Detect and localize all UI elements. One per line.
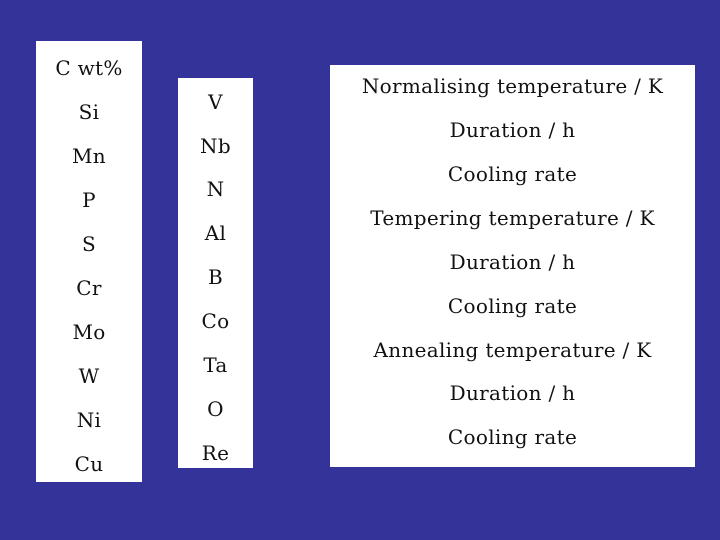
composition-inputs-panel-1: C wt% Si Mn P S Cr Mo W Ni Cu — [36, 41, 142, 482]
annealing-temperature-label: Annealing temperature / K — [373, 338, 652, 362]
input-variable-c-wt-percent: C wt% — [55, 56, 123, 80]
tempering-temperature-label: Tempering temperature / K — [370, 206, 655, 230]
input-variable-n: N — [206, 177, 225, 201]
input-variable-ta: Ta — [203, 353, 228, 377]
normalising-duration-label: Duration / h — [449, 118, 576, 142]
annealing-duration-label: Duration / h — [449, 381, 576, 405]
input-variable-o: O — [207, 397, 224, 421]
input-variable-cu: Cu — [74, 452, 104, 476]
input-variable-mo: Mo — [72, 320, 106, 344]
composition-inputs-panel-2: V Nb N Al B Co Ta O Re — [178, 78, 253, 468]
input-variable-w: W — [78, 364, 100, 388]
input-variable-b: B — [208, 265, 223, 289]
input-variable-cr: Cr — [76, 276, 102, 300]
tempering-cooling-rate-label: Cooling rate — [447, 294, 578, 318]
input-variable-s: S — [81, 232, 96, 256]
tempering-duration-label: Duration / h — [449, 250, 576, 274]
input-variable-re: Re — [201, 441, 230, 465]
input-variable-si: Si — [78, 100, 100, 124]
input-variable-ni: Ni — [76, 408, 102, 432]
normalising-cooling-rate-label: Cooling rate — [447, 162, 578, 186]
input-variable-p: P — [82, 188, 96, 212]
annealing-cooling-rate-label: Cooling rate — [447, 425, 578, 449]
input-variable-al: Al — [204, 221, 227, 245]
input-variable-mn: Mn — [72, 144, 106, 168]
heat-treatment-inputs-panel: Normalising temperature / K Duration / h… — [330, 65, 695, 467]
input-variable-nb: Nb — [200, 134, 231, 158]
normalising-temperature-label: Normalising temperature / K — [361, 74, 664, 98]
input-variable-v: V — [208, 90, 223, 114]
input-variable-co: Co — [201, 309, 230, 333]
